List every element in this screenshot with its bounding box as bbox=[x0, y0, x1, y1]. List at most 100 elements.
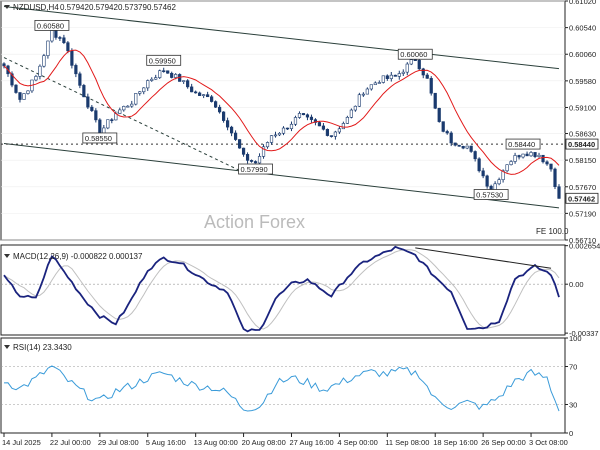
lower-channel-line bbox=[3, 143, 560, 209]
price-tick-label: 0.56710 bbox=[569, 236, 596, 245]
candle-body bbox=[553, 168, 557, 188]
candle-body bbox=[317, 122, 322, 127]
candle-body bbox=[557, 186, 561, 199]
price-tick-label: 0.57190 bbox=[569, 209, 596, 218]
candle-body bbox=[118, 109, 122, 114]
rsi-lines: 100 70 30 0 bbox=[1, 334, 582, 438]
candle-body bbox=[142, 87, 146, 93]
candle-body bbox=[222, 111, 226, 121]
ohlc-close: 0.57462 bbox=[147, 3, 176, 12]
rsi-label: RSI(14) 23.3430 bbox=[13, 343, 72, 352]
candle-body bbox=[126, 105, 130, 108]
macd-label: MACD(12,26,9) -0.000822 0.000137 bbox=[13, 252, 143, 261]
candle-body bbox=[549, 163, 553, 170]
annotation-label: 0.60060 bbox=[400, 50, 427, 59]
candle-body bbox=[237, 139, 242, 149]
annotation-box bbox=[34, 19, 70, 31]
candle-body bbox=[349, 109, 353, 118]
candle-body bbox=[381, 75, 385, 83]
price-tick-label: 0.58150 bbox=[569, 156, 596, 165]
candle-body bbox=[166, 70, 170, 74]
candle-body bbox=[469, 145, 473, 152]
candle-body bbox=[477, 158, 481, 172]
current-price-tag-box bbox=[565, 192, 599, 204]
annotation-box bbox=[397, 48, 433, 60]
candle-body bbox=[429, 78, 433, 94]
marked-level-tag: 0.58440 bbox=[568, 140, 595, 149]
candle-body bbox=[158, 70, 162, 78]
candle-body bbox=[190, 86, 194, 93]
candle-body bbox=[90, 106, 94, 111]
candle-body bbox=[170, 72, 174, 78]
upper-channel-line bbox=[3, 6, 560, 70]
candle-body bbox=[433, 92, 437, 109]
candle-body bbox=[62, 37, 66, 43]
annotation-label: 0.57990 bbox=[241, 165, 268, 174]
candle-body bbox=[162, 70, 166, 73]
candle-body bbox=[146, 80, 150, 89]
candle-body bbox=[194, 91, 198, 94]
candle-body bbox=[281, 127, 286, 134]
rsi-tick-label: 30 bbox=[569, 401, 577, 410]
candle-body bbox=[289, 123, 294, 129]
candle-body bbox=[421, 68, 425, 76]
candle-body bbox=[210, 96, 214, 102]
price-tick-label: 0.59580 bbox=[569, 77, 596, 86]
candle-body bbox=[154, 77, 158, 80]
macd-line bbox=[3, 245, 560, 333]
candle-body bbox=[301, 113, 306, 116]
candle-body bbox=[78, 73, 82, 86]
candle-body bbox=[2, 63, 6, 67]
price-tick-label: 0.61020 bbox=[569, 0, 596, 6]
candle-body bbox=[305, 114, 310, 118]
candle-body bbox=[529, 152, 533, 157]
candle-body bbox=[501, 170, 505, 180]
price-axis: 0.61020 0.60540 0.60060 0.59580 0.59100 0.586… bbox=[565, 0, 599, 245]
time-tick-label: 27 Aug 16:00 bbox=[289, 438, 333, 447]
candle-body bbox=[353, 105, 357, 111]
candle-body bbox=[425, 74, 429, 79]
rsi-line bbox=[3, 365, 560, 412]
candle-body bbox=[174, 74, 178, 78]
candle-body bbox=[58, 37, 62, 39]
candle-body bbox=[214, 101, 218, 108]
candle-body bbox=[130, 103, 134, 107]
candle-body bbox=[70, 50, 74, 66]
macd-tick-label: 0.00 bbox=[569, 280, 584, 289]
candle-body bbox=[405, 63, 409, 73]
candle-body bbox=[225, 120, 230, 128]
candle-body bbox=[138, 91, 142, 94]
candle-body bbox=[513, 155, 517, 162]
fe-label: FE 100.0 bbox=[536, 227, 569, 236]
candle-body bbox=[361, 93, 365, 96]
candle-body bbox=[261, 146, 266, 157]
watermark: Action Forex bbox=[204, 212, 305, 232]
price-panel bbox=[0, 0, 566, 241]
candle-body bbox=[253, 161, 258, 164]
candle-body bbox=[285, 127, 290, 130]
annotation-box bbox=[505, 138, 541, 150]
candle-body bbox=[537, 154, 541, 157]
candle-body bbox=[38, 65, 42, 77]
candle-body bbox=[313, 119, 318, 123]
candle-body bbox=[14, 84, 18, 93]
candle-body bbox=[461, 145, 465, 149]
rsi-tick-label: 70 bbox=[569, 363, 577, 372]
price-tick-label: 0.60540 bbox=[569, 24, 596, 33]
macd-signal-line bbox=[3, 249, 560, 330]
time-tick-label: 26 Sep 00:00 bbox=[481, 438, 526, 447]
candle-body bbox=[545, 161, 549, 165]
price-tick-label: 0.57670 bbox=[569, 183, 596, 192]
price-tick-label: 0.58630 bbox=[569, 130, 596, 139]
candle-body bbox=[385, 75, 389, 79]
candle-body bbox=[42, 55, 46, 67]
candle-body bbox=[10, 73, 14, 86]
candle-body bbox=[50, 30, 54, 42]
rsi-tick-label: 100 bbox=[569, 334, 582, 343]
price-tick-label: 0.60060 bbox=[569, 50, 596, 59]
candle-body bbox=[377, 82, 381, 84]
candle-body bbox=[22, 93, 26, 100]
candle-body bbox=[277, 132, 282, 136]
macd-tick-label: -0.00337 bbox=[569, 329, 599, 338]
candle-body bbox=[182, 80, 186, 82]
